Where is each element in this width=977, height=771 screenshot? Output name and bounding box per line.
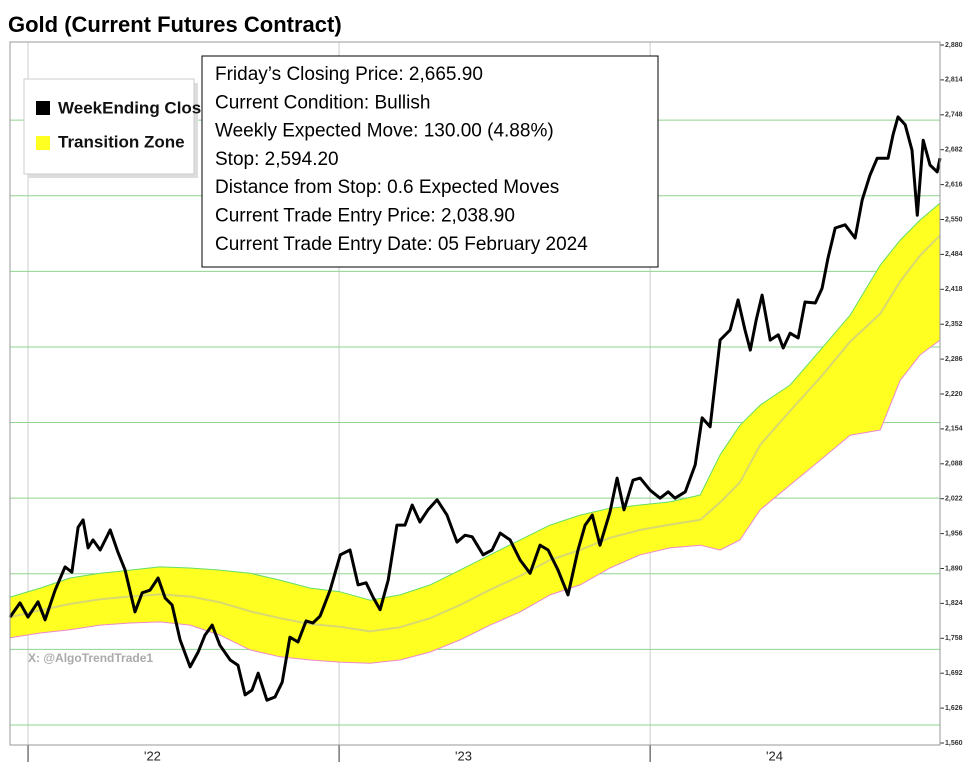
y-tick-label: 2,022 xyxy=(945,496,963,503)
watermark: X: @AlgoTrendTrade1 xyxy=(28,651,153,665)
x-tick-label: '23 xyxy=(455,748,472,763)
y-tick-label: 1,626 xyxy=(945,705,963,712)
info-line: Distance from Stop: 0.6 Expected Moves xyxy=(215,177,559,198)
legend-label: Transition Zone xyxy=(58,132,185,151)
y-tick-label: 2,088 xyxy=(945,461,963,468)
y-tick-label: 2,550 xyxy=(945,216,963,223)
y-tick-label: 2,748 xyxy=(945,112,963,119)
y-tick-label: 1,758 xyxy=(945,635,963,642)
y-tick-label: 2,484 xyxy=(945,251,963,258)
plot-frame xyxy=(9,41,941,746)
y-tick-label: 1,560 xyxy=(945,740,963,747)
y-tick-label: 2,616 xyxy=(945,181,963,188)
info-text: Friday’s Closing Price: 2,665.90 Current … xyxy=(215,64,588,255)
info-line: Current Trade Entry Date: 05 February 20… xyxy=(215,234,588,255)
y-tick-label: 2,220 xyxy=(945,391,963,398)
y-tick-label: 2,286 xyxy=(945,356,963,363)
y-tick-label: 2,418 xyxy=(945,286,963,293)
info-box xyxy=(201,55,659,268)
x-tick-label: '24 xyxy=(766,748,783,763)
close-line xyxy=(8,115,942,702)
legend-swatch xyxy=(36,101,50,115)
info-line: Stop: 2,594.20 xyxy=(215,149,339,170)
legend xyxy=(23,78,195,175)
chart-title: Gold (Current Futures Contract) xyxy=(8,12,342,37)
plot-area: 1,560 1,626 1,692 1,758 1,824 1,890 1,956 2,022… xyxy=(8,42,963,763)
y-tick-label: 2,352 xyxy=(945,321,963,328)
band-middle xyxy=(9,234,941,633)
y-tick-label: 1,692 xyxy=(945,670,963,677)
info-line: Weekly Expected Move: 130.00 (4.88%) xyxy=(215,121,554,142)
x-tick-label: '22 xyxy=(144,748,161,763)
transition-zone xyxy=(10,203,940,664)
y-tick-label: 1,824 xyxy=(945,600,963,607)
info-line: Current Trade Entry Price: 2,038.90 xyxy=(215,206,515,227)
info-line: Friday’s Closing Price: 2,665.90 xyxy=(215,64,483,85)
y-tick-label: 2,814 xyxy=(945,77,963,84)
y-tick-label: 1,890 xyxy=(945,565,963,572)
y-tick-label: 2,880 xyxy=(945,42,963,49)
legend-label: WeekEnding Close xyxy=(58,98,211,117)
info-line: Current Condition: Bullish xyxy=(215,92,430,113)
legend-swatch xyxy=(36,136,50,150)
band-upper xyxy=(9,202,941,601)
y-tick-label: 2,154 xyxy=(945,426,963,433)
y-tick-label: 1,956 xyxy=(945,530,963,537)
y-tick-label: 2,682 xyxy=(945,147,963,154)
